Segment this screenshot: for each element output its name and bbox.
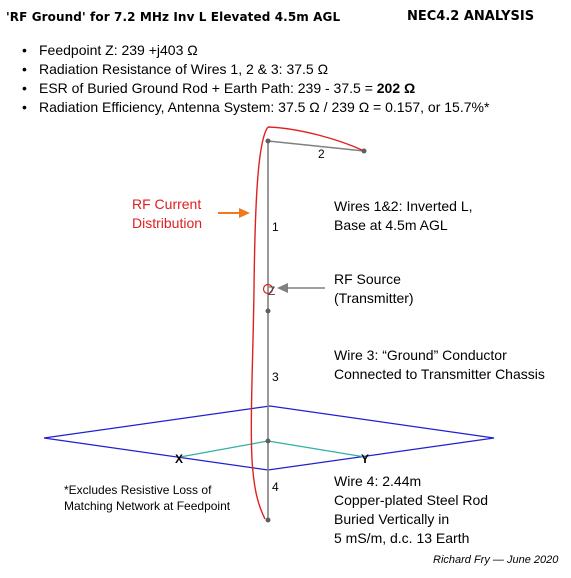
wire-1-label: 1 bbox=[272, 220, 279, 234]
summary-item-esr: ESR of Buried Ground Rod + Earth Path: 2… bbox=[22, 79, 489, 98]
wire-3-label: 3 bbox=[272, 370, 279, 384]
node-top bbox=[265, 138, 271, 144]
wires-1-2-line-2: Base at 4.5m AGL bbox=[334, 217, 448, 233]
axis-y-label: Y bbox=[361, 452, 369, 466]
rf-source-label: RF Source (Transmitter) bbox=[334, 270, 414, 308]
wire-4-line-2: Copper-plated Steel Rod bbox=[334, 492, 489, 508]
wire-2-label: 2 bbox=[318, 147, 325, 161]
esr-value: 202 Ω bbox=[376, 80, 416, 96]
rf-source-line-2: (Transmitter) bbox=[334, 290, 414, 306]
wire-3-line-2: Connected to Transmitter Chassis bbox=[334, 366, 545, 382]
node-end bbox=[361, 148, 367, 154]
wires-1-2-line-1: Wires 1&2: Inverted L, bbox=[334, 198, 473, 214]
node-ground bbox=[265, 438, 271, 444]
summary-item-radiation-resistance: Radiation Resistance of Wires 1, 2 & 3: … bbox=[22, 60, 489, 79]
rf-source-line-1: RF Source bbox=[334, 271, 401, 287]
footnote: *Excludes Resistive Loss of Matching Net… bbox=[64, 482, 230, 514]
wire-4-label: 4 bbox=[272, 480, 279, 494]
summary-item-feedpoint: Feedpoint Z: 239 +j403 Ω bbox=[22, 41, 489, 60]
wire-3-line-1: Wire 3: “Ground” Conductor bbox=[334, 347, 507, 363]
wire-4-line-1: Wire 4: 2.44m bbox=[334, 473, 422, 489]
wire-2 bbox=[267, 140, 365, 152]
diagram-title: 'RF Ground' for 7.2 MHz Inv L Elevated 4… bbox=[6, 10, 341, 24]
current-distribution-curve bbox=[250, 126, 363, 520]
credit: Richard Fry — June 2020 bbox=[433, 554, 559, 566]
rf-current-line-1: RF Current bbox=[132, 196, 202, 212]
wire-4-description: Wire 4: 2.44m Copper-plated Steel Rod Bu… bbox=[334, 472, 488, 548]
current-arrow-head bbox=[239, 208, 250, 218]
ground-plane bbox=[43, 405, 495, 471]
summary-list: Feedpoint Z: 239 +j403 Ω Radiation Resis… bbox=[22, 41, 489, 117]
node-rod-end bbox=[265, 517, 271, 523]
rf-current-line-2: Distribution bbox=[132, 215, 203, 231]
wire-3-description: Wire 3: “Ground” Conductor Connected to … bbox=[334, 346, 545, 384]
summary-item-efficiency: Radiation Efficiency, Antenna System: 37… bbox=[22, 98, 489, 117]
wire-4-line-3: Buried Vertically in bbox=[334, 511, 450, 527]
wires-1-2-label: Wires 1&2: Inverted L, Base at 4.5m AGL bbox=[334, 197, 473, 235]
source-marker bbox=[262, 283, 274, 295]
wire-4-line-4: 5 mS/m, d.c. 13 Earth bbox=[334, 530, 470, 546]
axis-x-label: X bbox=[175, 452, 183, 466]
source-label: Z bbox=[268, 284, 275, 298]
ground-diagonal-2 bbox=[267, 440, 366, 458]
source-arrow-head bbox=[277, 283, 288, 293]
footnote-line-2: Matching Network at Feedpoint bbox=[64, 499, 231, 513]
footnote-line-1: *Excludes Resistive Loss of bbox=[64, 483, 212, 497]
rf-current-label: RF Current Distribution bbox=[132, 195, 202, 233]
ground-diagonal bbox=[179, 440, 269, 458]
node-mid bbox=[265, 308, 271, 314]
analysis-title: NEC4.2 ANALYSIS bbox=[407, 9, 535, 24]
